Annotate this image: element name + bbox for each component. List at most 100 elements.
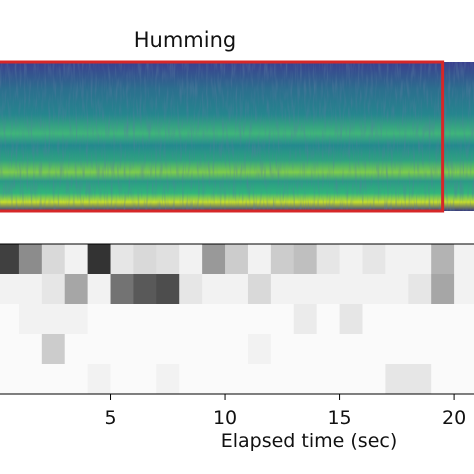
activation-cell (316, 244, 341, 275)
activation-cell (156, 304, 180, 335)
activation-cell (156, 364, 180, 395)
activation-cell (454, 274, 474, 305)
activation-cell (87, 304, 112, 335)
annotation-label: Humming (133, 28, 237, 52)
activation-cell (110, 274, 134, 305)
humming-segment-box (0, 60, 445, 213)
activation-cell (202, 274, 226, 305)
activation-cell (270, 364, 295, 395)
activation-cell (339, 274, 363, 305)
activation-cell (362, 364, 386, 395)
activation-cell (156, 244, 180, 275)
activation-cell (316, 274, 341, 305)
activation-cell (179, 274, 203, 305)
activation-cell (408, 274, 432, 305)
activation-cell (316, 304, 341, 335)
activation-cell (110, 334, 134, 365)
activation-cell (362, 274, 386, 305)
activation-cell (18, 364, 43, 395)
activation-cell (225, 334, 249, 365)
activation-cell (179, 334, 203, 365)
activation-cell (293, 244, 318, 275)
activation-cell (87, 274, 112, 305)
activation-cell (385, 274, 409, 305)
activation-cell (247, 334, 272, 365)
activation-cell (362, 334, 386, 365)
activation-cell (339, 304, 363, 335)
activation-cell (133, 334, 157, 365)
activation-cell (225, 364, 249, 395)
activation-cell (41, 364, 66, 395)
activation-cell (270, 274, 295, 305)
activation-cell (202, 364, 226, 395)
activation-cell (431, 304, 455, 335)
activation-cell (454, 244, 474, 275)
activation-cell (225, 274, 249, 305)
activation-cell (339, 244, 363, 275)
activation-cell (41, 244, 66, 275)
activation-cell (133, 364, 157, 395)
activation-cell (270, 304, 295, 335)
activation-cell (0, 304, 20, 335)
activation-cell (202, 304, 226, 335)
x-tick-label: 10 (213, 407, 237, 429)
activation-cell (202, 244, 226, 275)
activation-cell (270, 244, 295, 275)
activation-cell (179, 244, 203, 275)
activation-cell (408, 304, 432, 335)
activation-cell (64, 364, 89, 395)
activation-cell (316, 334, 341, 365)
activation-cell (41, 334, 66, 365)
activation-cell (156, 274, 180, 305)
activation-cell (293, 334, 318, 365)
activation-cell (179, 364, 203, 395)
activation-cell (110, 244, 134, 275)
activation-cell (431, 364, 455, 395)
activation-cell (156, 334, 180, 365)
activation-cell (385, 304, 409, 335)
activation-cell (64, 274, 89, 305)
activation-cell (408, 244, 432, 275)
activation-cell (18, 334, 43, 365)
activation-cell (431, 274, 455, 305)
activation-cell (431, 334, 455, 365)
activation-cell (362, 244, 386, 275)
activation-cell (293, 274, 318, 305)
activation-cell (0, 364, 20, 395)
activation-cell (362, 304, 386, 335)
activation-cell (133, 304, 157, 335)
activation-cell (408, 334, 432, 365)
activation-cell (454, 304, 474, 335)
activation-cell (293, 304, 318, 335)
activation-cell (87, 244, 112, 275)
activation-cell (431, 244, 455, 275)
activation-cell (0, 274, 20, 305)
activation-cell (64, 244, 89, 275)
activation-cell (454, 334, 474, 365)
activation-cell (339, 334, 363, 365)
activation-frame (0, 243, 474, 395)
activation-cell (18, 274, 43, 305)
activation-cell (247, 244, 272, 275)
spectrogram-texture (0, 62, 474, 211)
activation-cell (408, 364, 432, 395)
activation-cell (18, 244, 43, 275)
activation-cell (385, 244, 409, 275)
activation-cell (247, 274, 272, 305)
activation-cell (18, 304, 43, 335)
activation-cell (225, 304, 249, 335)
activation-cell (133, 244, 157, 275)
x-tick-label: 15 (327, 407, 351, 429)
activation-cell (41, 274, 66, 305)
activation-cell (270, 334, 295, 365)
activation-cell (87, 334, 112, 365)
x-axis-label: Elapsed time (sec) (220, 430, 398, 452)
activation-cell (0, 244, 20, 275)
activation-cell (202, 334, 226, 365)
activation-cell (247, 364, 272, 395)
activation-cell (454, 364, 474, 395)
activation-cell (110, 364, 134, 395)
